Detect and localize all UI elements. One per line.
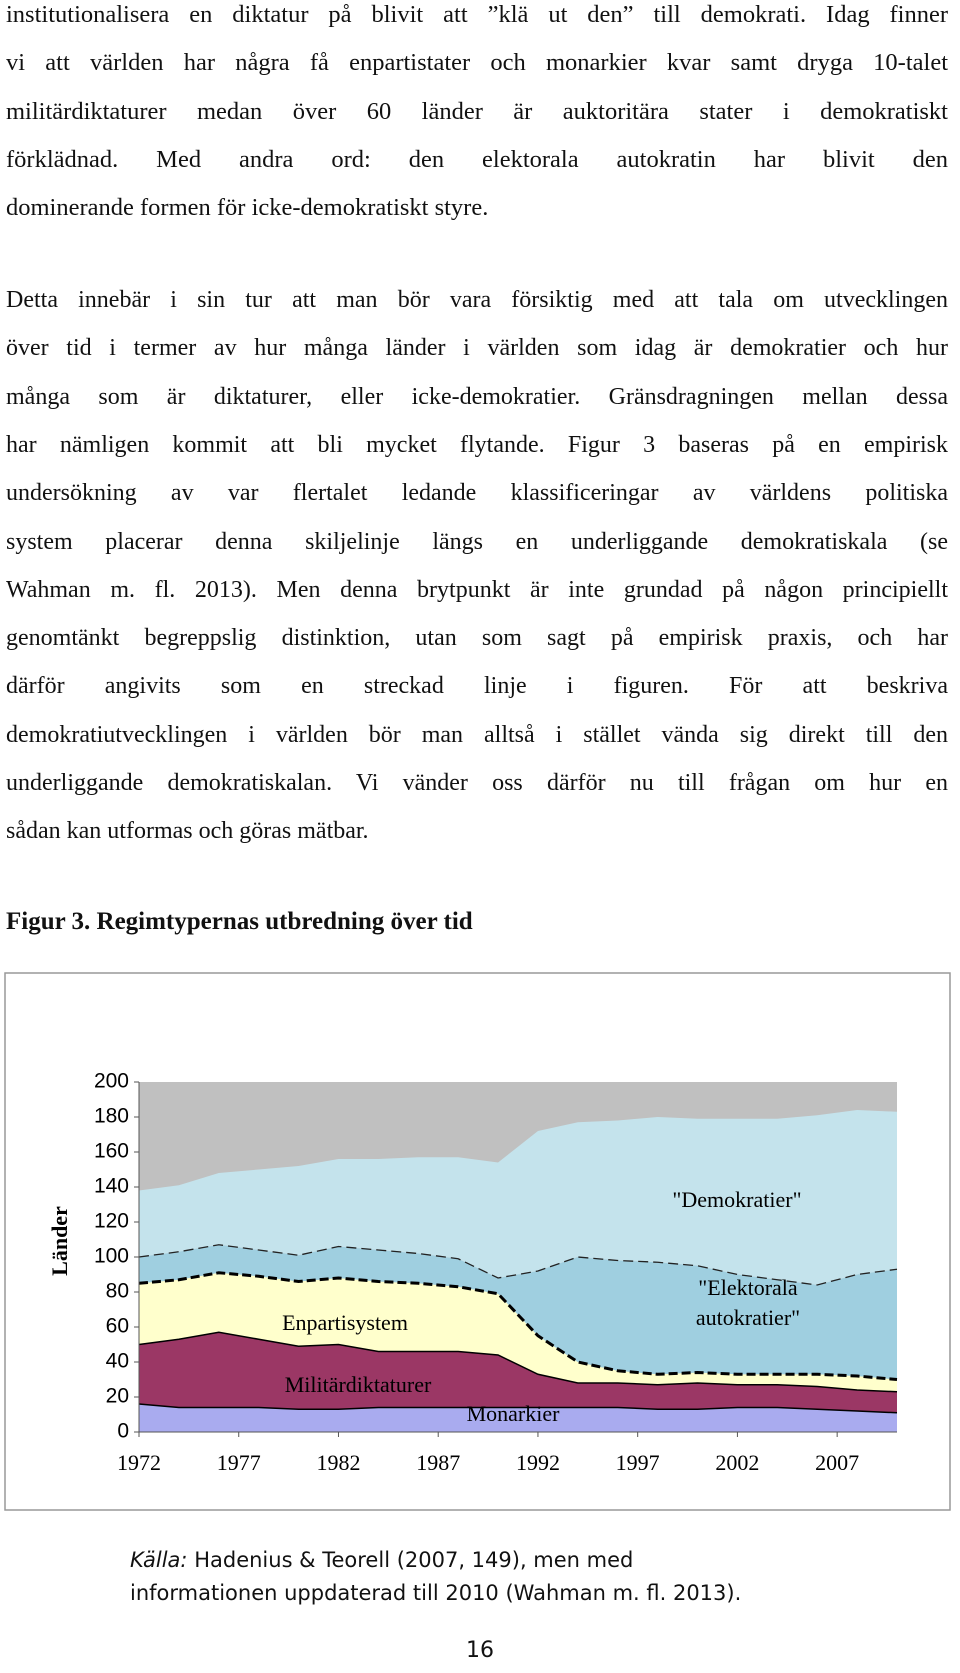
- text-line: har nämligen kommit att bli mycket flyta…: [6, 431, 948, 458]
- area-label: "Demokratier": [672, 1187, 801, 1212]
- area-label: Monarkier: [467, 1401, 561, 1426]
- x-tick-label: 1987: [416, 1450, 460, 1475]
- x-tick-label: 1972: [117, 1450, 161, 1475]
- source-label: Källa:: [130, 1548, 188, 1572]
- boundary-line: [138, 1403, 898, 1414]
- y-tick-label: 20: [106, 1385, 129, 1408]
- y-tick-label: 140: [94, 1175, 129, 1198]
- y-axis-label: Länder: [47, 1206, 72, 1276]
- text-line: sådan kan utformas och göras mätbar.: [6, 818, 369, 845]
- text-line: därför angivits som en streckad linje i …: [6, 673, 948, 700]
- figure-title: Figur 3. Regimtypernas utbredning över t…: [6, 908, 473, 935]
- text-line: system placerar denna skiljelinje längs …: [6, 528, 948, 555]
- y-tick-label: 120: [94, 1210, 129, 1233]
- page-number: 16: [466, 1638, 494, 1663]
- text-line: militärdiktaturer medan över 60 länder ä…: [6, 97, 948, 125]
- text-line: dominerande formen för icke-demokratiskt…: [6, 194, 489, 222]
- boundary-line: [138, 1244, 898, 1286]
- area: [139, 1332, 897, 1413]
- area-label: Enpartisystem: [282, 1310, 408, 1335]
- x-tick-label: 1977: [217, 1450, 261, 1475]
- y-tick-label: 180: [94, 1105, 129, 1128]
- y-tick-label: 60: [106, 1315, 129, 1338]
- x-tick-label: 1982: [316, 1450, 360, 1475]
- source-text: Hadenius & Teorell (2007, 149), men med: [194, 1548, 634, 1572]
- text-line: Wahman m. fl. 2013). Men denna brytpunkt…: [6, 576, 948, 603]
- chart: Länder 0 20 40 60 80 100 120 140 160 180 200 1972 19…: [4, 972, 951, 1511]
- y-tick-label: 200: [94, 1070, 129, 1093]
- area: [139, 1404, 897, 1432]
- text-line: Detta innebär i sin tur att man bör vara…: [6, 287, 948, 313]
- x-tick-label: 2002: [715, 1450, 759, 1475]
- plot-area: 0 20 40 60 80 100 120 140 160 180 200 1972 1977 1982 1…: [94, 1070, 898, 1475]
- text-line: genomtänkt begreppslig distinktion, utan…: [6, 625, 948, 652]
- text-line: institutionalisera en diktatur på blivit…: [6, 1, 948, 28]
- y-tick-label: 0: [117, 1420, 129, 1443]
- x-tick-label: 2007: [815, 1450, 859, 1475]
- boundary-line: [138, 1331, 898, 1393]
- y-tick-label: 100: [94, 1245, 129, 1268]
- y-tick-label: 40: [106, 1350, 129, 1373]
- text-line: många som är diktaturer, eller icke-demo…: [6, 383, 948, 410]
- text-line: undersökning av var flertalet ledande kl…: [6, 480, 948, 507]
- source-line: Källa: Hadenius & Teorell (2007, 149), m…: [130, 1544, 741, 1577]
- x-tick-label: 1997: [616, 1450, 660, 1475]
- text-line: demokratiutvecklingen i världen bör man …: [6, 721, 948, 748]
- x-tick-label: 1992: [516, 1450, 560, 1475]
- area-label: Militärdiktaturer: [285, 1372, 432, 1397]
- area: [139, 1110, 897, 1285]
- source-line: informationen uppdaterad till 2010 (Wahm…: [130, 1581, 742, 1605]
- text-line: vi att världen har några få enpartistate…: [6, 49, 948, 77]
- boundary-line: [138, 1271, 898, 1381]
- text-line: förklädnad. Med andra ord: den elektoral…: [6, 145, 948, 173]
- area: [139, 1272, 897, 1392]
- y-tick-label: 80: [106, 1280, 129, 1303]
- source-note: Källa: Hadenius & Teorell (2007, 149), m…: [130, 1544, 741, 1610]
- area-label: "Elektorala autokratier": [696, 1275, 800, 1330]
- text-line: över tid i termer av hur många länder i …: [6, 335, 948, 362]
- y-tick-label: 160: [94, 1140, 129, 1163]
- text-line: underliggande demokratiskalan. Vi vänder…: [6, 770, 948, 796]
